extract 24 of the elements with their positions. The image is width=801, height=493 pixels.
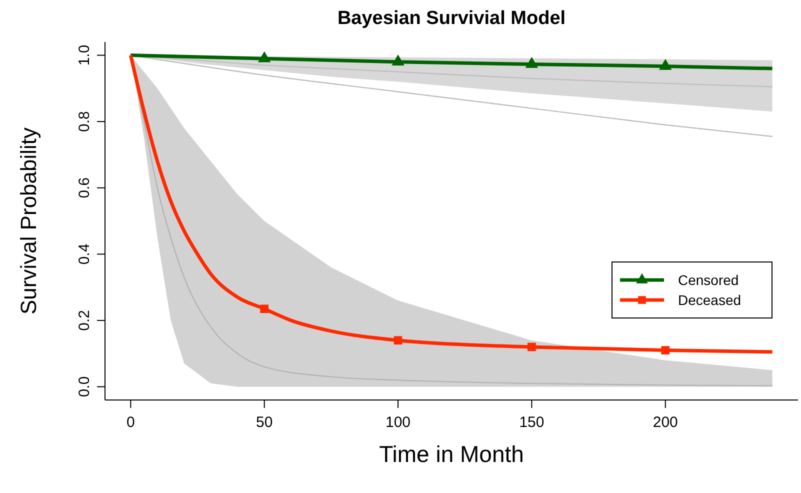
y-axis-title: Survival Probability bbox=[16, 127, 41, 315]
y-tick-label: 0.8 bbox=[76, 111, 93, 132]
x-tick-label: 100 bbox=[386, 414, 411, 431]
y-tick-label: 0.6 bbox=[76, 177, 93, 198]
legend-label: Deceased bbox=[678, 292, 742, 308]
y-tick-label: 1.0 bbox=[76, 44, 93, 66]
x-tick-label: 200 bbox=[652, 414, 678, 431]
point bbox=[394, 336, 402, 345]
x-tick-label: 150 bbox=[519, 414, 544, 431]
point bbox=[528, 342, 536, 352]
legend-label: Censored bbox=[678, 272, 739, 288]
point bbox=[659, 58, 672, 70]
point bbox=[258, 51, 271, 62]
y-tick-label: 0.0 bbox=[76, 376, 93, 398]
point bbox=[661, 346, 670, 354]
x-tick-label: 50 bbox=[256, 414, 273, 431]
chart-title: Bayesian Survivial Model bbox=[337, 8, 566, 29]
point bbox=[525, 56, 538, 68]
point bbox=[260, 304, 269, 314]
x-tick-label: 0 bbox=[126, 414, 135, 431]
y-tick-label: 0.2 bbox=[76, 310, 93, 331]
point bbox=[392, 54, 404, 66]
x-axis-title: Time in Month bbox=[379, 441, 524, 467]
y-tick-label: 0.4 bbox=[76, 244, 93, 265]
